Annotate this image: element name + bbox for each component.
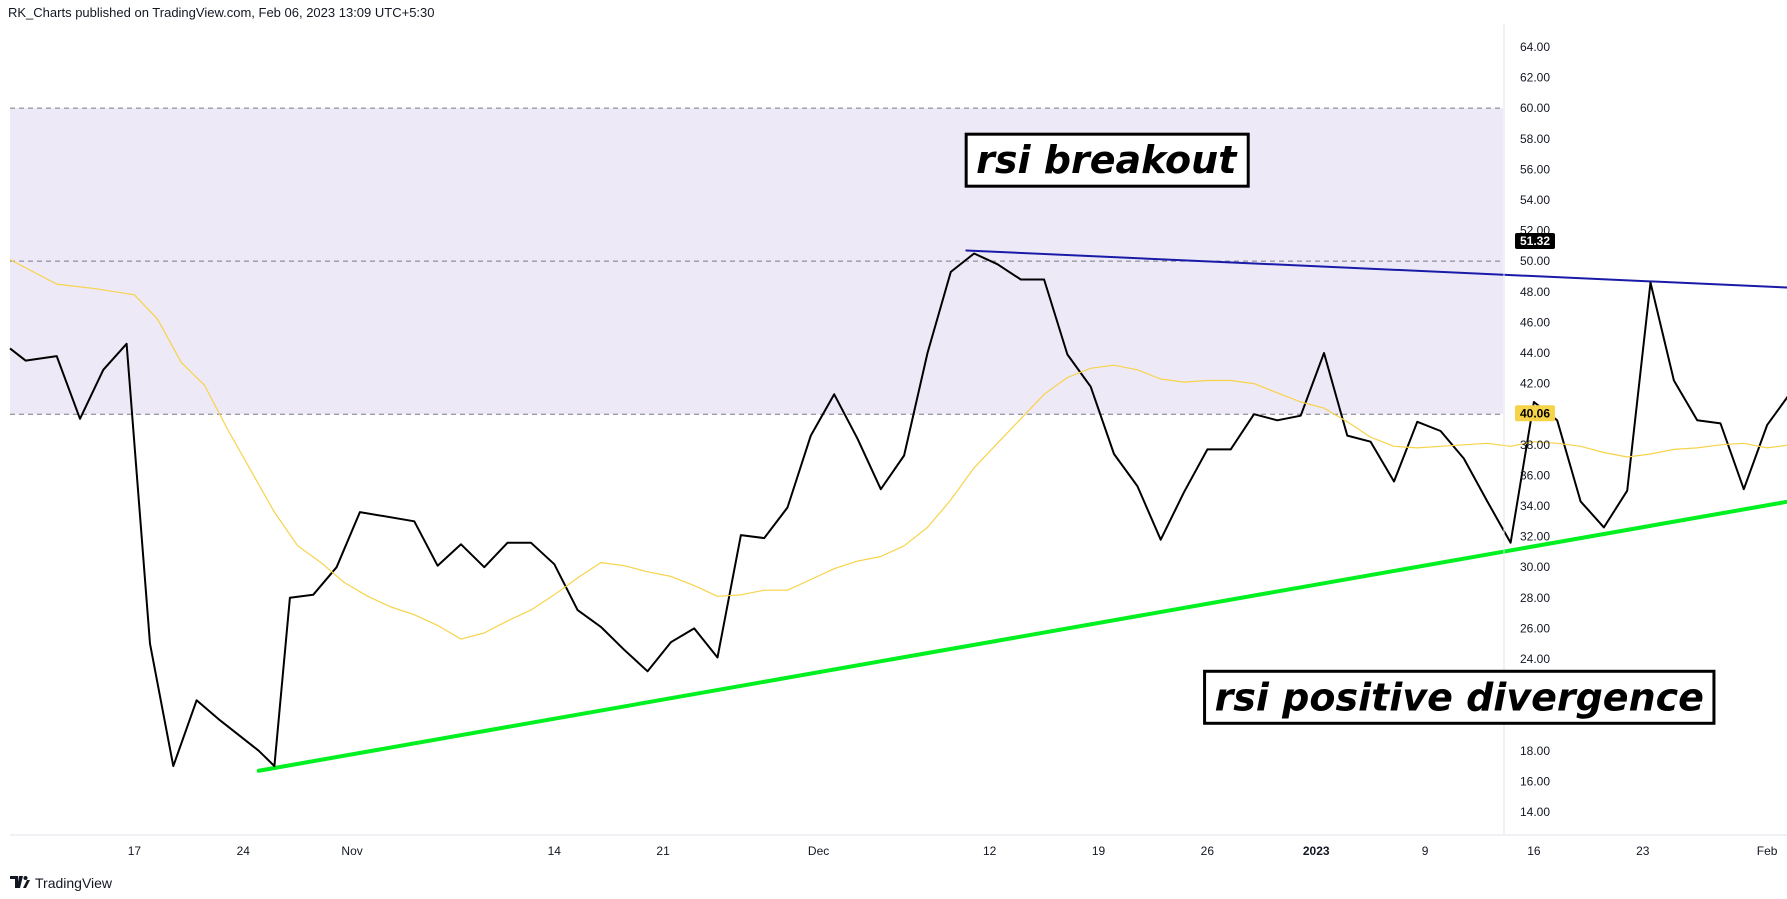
- footer-brand-label: TradingView: [35, 875, 113, 891]
- x-tick-label: 14: [548, 844, 562, 858]
- last-value-badge: 51.32: [1515, 232, 1555, 249]
- x-tick-label: 23: [1636, 844, 1650, 858]
- annotation-text: rsi positive divergence: [1215, 675, 1704, 719]
- y-tick-label: 32.00: [1520, 530, 1550, 544]
- x-tick-label: 16: [1527, 844, 1541, 858]
- annotation-frame: [1203, 669, 1716, 725]
- x-tick-label: Nov: [341, 844, 362, 858]
- x-tick-label: 2023: [1303, 844, 1330, 858]
- x-tick-label: 17: [128, 844, 142, 858]
- annotation-text: rsi breakout: [976, 138, 1238, 182]
- last-value-badge-label: 40.06: [1520, 406, 1550, 420]
- y-tick-label: 62.00: [1520, 71, 1550, 85]
- y-tick-label: 24.00: [1520, 652, 1550, 666]
- annotation-frame: [964, 132, 1250, 188]
- y-tick-label: 58.00: [1520, 132, 1550, 146]
- y-tick-label: 18.00: [1520, 744, 1550, 758]
- y-tick-label: 64.00: [1520, 40, 1550, 54]
- x-axis-ticks: 1724Nov1421Dec121926202391623Feb13: [128, 844, 1778, 858]
- y-tick-label: 48.00: [1520, 285, 1550, 299]
- resistance-trendline: [965, 249, 1787, 289]
- y-tick-label: 26.00: [1520, 621, 1550, 635]
- rsi-ma-line: [9, 259, 1787, 640]
- y-tick-label: 14.00: [1520, 805, 1550, 819]
- y-tick-label: 46.00: [1520, 315, 1550, 329]
- x-tick-label: Dec: [808, 844, 829, 858]
- last-value-badge: 40.06: [1515, 405, 1555, 422]
- annotation-box: rsi breakout: [964, 132, 1250, 188]
- y-tick-label: 34.00: [1520, 499, 1550, 513]
- y-tick-label: 16.00: [1520, 774, 1550, 788]
- annotations: rsi breakout rsi positive divergence: [964, 132, 1716, 725]
- x-tick-label: Feb: [1757, 844, 1778, 858]
- y-tick-label: 42.00: [1520, 377, 1550, 391]
- y-tick-label: 44.00: [1520, 346, 1550, 360]
- last-value-badge-bg: [1515, 232, 1555, 249]
- x-tick-label: 24: [237, 844, 251, 858]
- y-tick-label: 28.00: [1520, 591, 1550, 605]
- x-tick-label: 26: [1201, 844, 1215, 858]
- last-value-badge-bg: [1515, 405, 1555, 422]
- rsi-line: [9, 252, 1787, 768]
- y-tick-label: 60.00: [1520, 101, 1550, 115]
- last-value-badges: 51.32 40.06: [1515, 232, 1555, 422]
- y-tick-label: 54.00: [1520, 193, 1550, 207]
- y-tick-label: 50.00: [1520, 254, 1550, 268]
- x-tick-label: 9: [1422, 844, 1429, 858]
- y-tick-label: 36.00: [1520, 468, 1550, 482]
- publisher-caption: RK_Charts published on TradingView.com, …: [8, 5, 435, 20]
- y-tick-label: 56.00: [1520, 162, 1550, 176]
- trendlines: [256, 249, 1787, 773]
- footer-brand: TradingView: [10, 875, 112, 891]
- y-tick-label: 38.00: [1520, 438, 1550, 452]
- annotation-box: rsi positive divergence: [1203, 669, 1716, 725]
- tradingview-logo-icon: [10, 875, 30, 891]
- series-lines: [9, 252, 1787, 768]
- support-trendline: [256, 499, 1787, 773]
- y-tick-label: 30.00: [1520, 560, 1550, 574]
- x-tick-label: 21: [656, 844, 670, 858]
- x-tick-label: 12: [983, 844, 997, 858]
- x-tick-label: 19: [1092, 844, 1106, 858]
- last-value-badge-label: 51.32: [1520, 234, 1550, 248]
